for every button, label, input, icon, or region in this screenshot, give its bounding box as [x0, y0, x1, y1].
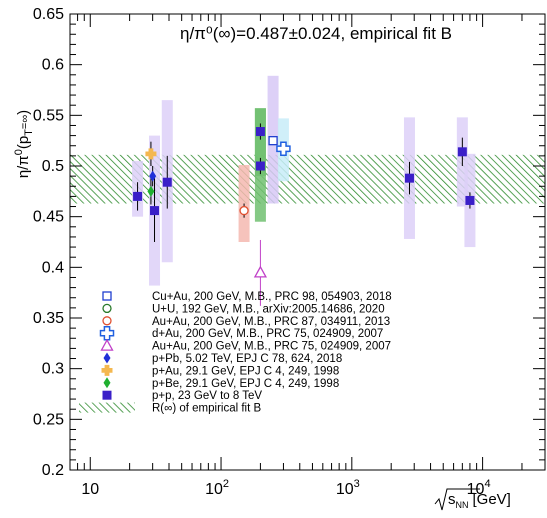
legend-marker-4: [100, 338, 114, 351]
y-tick-label-2: 0.3: [42, 361, 64, 378]
y-tick-label-3: 0.35: [33, 310, 64, 327]
data-point-8-1: [150, 206, 160, 216]
svg-text:sNN[GeV]: sNN [GeV]: [448, 491, 511, 510]
legend-label-6: p+Au, 29.1 GeV, EPJ C 4, 249, 1998: [152, 365, 339, 377]
legend-label-1: U+U, 192 GeV, M.B., arXiv:2005.14686, 20…: [152, 303, 385, 315]
legend-label-8: p+p, 23 GeV to 8 TeV: [152, 390, 262, 402]
y-tick-label-5: 0.45: [33, 209, 64, 226]
data-point-2-0: [239, 205, 249, 216]
x-tick-label-0: 10: [81, 481, 99, 498]
y-tick-label-1: 0.25: [33, 411, 64, 428]
data-point-0-0: [268, 136, 278, 146]
legend-marker-6: [101, 364, 113, 376]
data-point-7-0: [147, 185, 155, 197]
data-point-4-0: [253, 265, 268, 278]
legend-marker-1: [102, 303, 112, 314]
data-point-8-6: [457, 147, 467, 157]
data-point-5-0: [149, 170, 157, 182]
data-point-8-2: [162, 177, 172, 187]
y-tick-label-8: 0.6: [42, 57, 64, 74]
axes-layer: 0.2 0.25 0.3 0.35 0.4 0.45 0.5 0.55 0.6 0.65 10 102…: [33, 6, 546, 498]
legend-label-2: Au+Au, 200 GeV, M.B., PRC 87, 034911, 20…: [152, 316, 390, 328]
x-tick-label-2: 103: [336, 478, 360, 498]
error-bar-layer: [137, 123, 471, 306]
legend-marker-8: [102, 390, 112, 400]
legend-label-3: d+Au, 200 GeV, M.B., PRC 75, 024909, 200…: [152, 328, 383, 340]
data-point-8-0: [133, 191, 143, 201]
legend-label-5: p+Pb, 5.02 TeV, EPJ C 78, 624, 2018: [152, 353, 342, 365]
legend-marker-3: [99, 325, 115, 341]
legend-marker-0: [102, 291, 112, 301]
legend-label-9: R(∞) of empirical fit B: [152, 403, 261, 415]
data-point-8-7: [465, 195, 475, 205]
data-point-3-0: [276, 141, 291, 157]
legend-marker-9: [79, 402, 135, 413]
y-tick-label-0: 0.2: [42, 462, 64, 479]
data-point-6-0: [145, 148, 157, 160]
legend: Cu+Au, 200 GeV, M.B., PRC 98, 054903, 20…: [79, 291, 392, 415]
legend-label-4: Au+Au, 200 GeV, M.B., PRC 75, 024909, 20…: [152, 341, 391, 353]
chart-title: η/π⁰(∞)=0.487±0.024, empirical fit B: [180, 24, 452, 43]
legend-label-7: p+Be, 29.1 GeV, EPJ C 4, 249, 1998: [152, 378, 339, 390]
point-layer: [133, 127, 475, 278]
x-axis-label: sNN [GeV]: [434, 488, 511, 511]
legend-marker-2: [102, 316, 112, 326]
y-axis-label: η/π0(pT=∞): [13, 110, 35, 178]
x-tick-label-1: 102: [205, 478, 229, 498]
y-tick-label-4: 0.4: [42, 259, 64, 276]
y-tick-label-6: 0.5: [42, 158, 64, 175]
legend-label-0: Cu+Au, 200 GeV, M.B., PRC 98, 054903, 20…: [152, 291, 392, 303]
y-tick-label-9: 0.65: [33, 6, 64, 23]
legend-marker-5: [103, 352, 111, 364]
y-tick-label-7: 0.55: [33, 107, 64, 124]
legend-marker-7: [103, 377, 111, 389]
data-point-8-5: [404, 173, 414, 183]
plot-frame: [69, 13, 546, 471]
data-point-8-3: [255, 127, 265, 137]
data-point-8-4: [255, 161, 265, 171]
